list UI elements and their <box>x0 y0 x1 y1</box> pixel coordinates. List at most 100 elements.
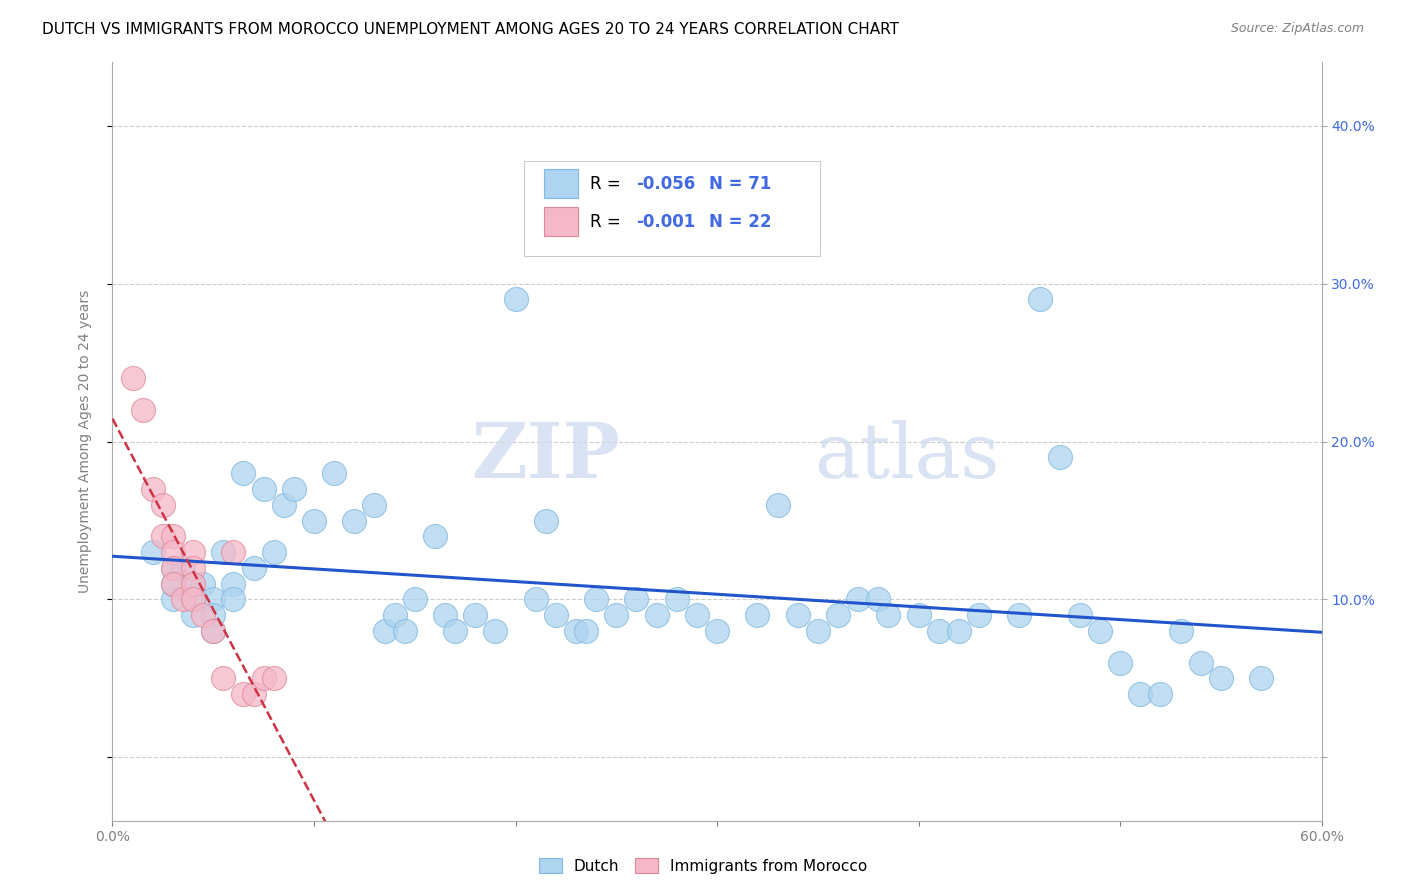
FancyBboxPatch shape <box>544 207 578 236</box>
Point <box>384 608 406 623</box>
Point <box>1028 293 1050 307</box>
Point <box>273 498 295 512</box>
Point <box>181 592 204 607</box>
Point <box>404 592 426 607</box>
Text: N = 71: N = 71 <box>709 175 770 193</box>
Point <box>162 576 184 591</box>
FancyBboxPatch shape <box>523 161 820 256</box>
Point <box>827 608 849 623</box>
Point <box>202 624 225 639</box>
Point <box>534 514 557 528</box>
Legend: Dutch, Immigrants from Morocco: Dutch, Immigrants from Morocco <box>533 852 873 880</box>
Point <box>242 687 264 701</box>
Point <box>444 624 467 639</box>
Point <box>172 561 194 575</box>
Point <box>162 529 184 543</box>
Point <box>253 672 276 686</box>
Point <box>212 545 235 559</box>
Text: ZIP: ZIP <box>471 420 620 493</box>
Point <box>202 624 225 639</box>
Text: -0.056: -0.056 <box>636 175 696 193</box>
Point <box>807 624 830 639</box>
Point <box>191 608 214 623</box>
Point <box>363 498 385 512</box>
Point <box>524 592 547 607</box>
Point <box>263 545 285 559</box>
Point <box>181 608 204 623</box>
Point <box>152 498 174 512</box>
Point <box>394 624 416 639</box>
Point <box>1049 450 1071 465</box>
Point <box>202 608 225 623</box>
Point <box>162 576 184 591</box>
Text: DUTCH VS IMMIGRANTS FROM MOROCCO UNEMPLOYMENT AMONG AGES 20 TO 24 YEARS CORRELAT: DUTCH VS IMMIGRANTS FROM MOROCCO UNEMPLO… <box>42 22 900 37</box>
Point <box>423 529 446 543</box>
Point <box>1149 687 1171 701</box>
Point <box>585 592 607 607</box>
Point <box>928 624 950 639</box>
Point <box>181 576 204 591</box>
Point <box>544 608 567 623</box>
Point <box>181 592 204 607</box>
Point <box>1088 624 1111 639</box>
Point <box>323 466 346 480</box>
Point <box>747 608 769 623</box>
Point <box>645 608 668 623</box>
Point <box>142 545 165 559</box>
Point <box>433 608 456 623</box>
Point <box>505 293 527 307</box>
Point <box>202 592 225 607</box>
Point <box>162 592 184 607</box>
FancyBboxPatch shape <box>544 169 578 198</box>
Point <box>877 608 900 623</box>
Point <box>181 545 204 559</box>
Point <box>374 624 396 639</box>
Text: N = 22: N = 22 <box>709 212 770 231</box>
Point <box>222 576 245 591</box>
Point <box>162 545 184 559</box>
Point <box>121 371 143 385</box>
Point <box>484 624 506 639</box>
Point <box>868 592 890 607</box>
Point <box>846 592 869 607</box>
Point <box>242 561 264 575</box>
Point <box>948 624 970 639</box>
Point <box>1250 672 1272 686</box>
Point <box>222 592 245 607</box>
Point <box>253 482 276 496</box>
Point <box>162 561 184 575</box>
Point <box>1170 624 1192 639</box>
Point <box>1209 672 1232 686</box>
Point <box>605 608 627 623</box>
Point <box>172 592 194 607</box>
Point <box>686 608 709 623</box>
Point <box>181 576 204 591</box>
Point <box>575 624 598 639</box>
Point <box>302 514 325 528</box>
Point <box>766 498 789 512</box>
Point <box>152 529 174 543</box>
Text: -0.001: -0.001 <box>636 212 696 231</box>
Point <box>1129 687 1152 701</box>
Text: R =: R = <box>591 212 626 231</box>
Point <box>1189 656 1212 670</box>
Point <box>464 608 486 623</box>
Point <box>1008 608 1031 623</box>
Point <box>1109 656 1132 670</box>
Point <box>706 624 728 639</box>
Text: R =: R = <box>591 175 626 193</box>
Point <box>1069 608 1091 623</box>
Point <box>343 514 366 528</box>
Point <box>626 592 648 607</box>
Point <box>565 624 588 639</box>
Point <box>232 466 254 480</box>
Point <box>232 687 254 701</box>
Point <box>162 561 184 575</box>
Point <box>665 592 688 607</box>
Y-axis label: Unemployment Among Ages 20 to 24 years: Unemployment Among Ages 20 to 24 years <box>77 290 91 593</box>
Point <box>967 608 990 623</box>
Point <box>191 576 214 591</box>
Point <box>132 403 155 417</box>
Point <box>142 482 165 496</box>
Point <box>786 608 808 623</box>
